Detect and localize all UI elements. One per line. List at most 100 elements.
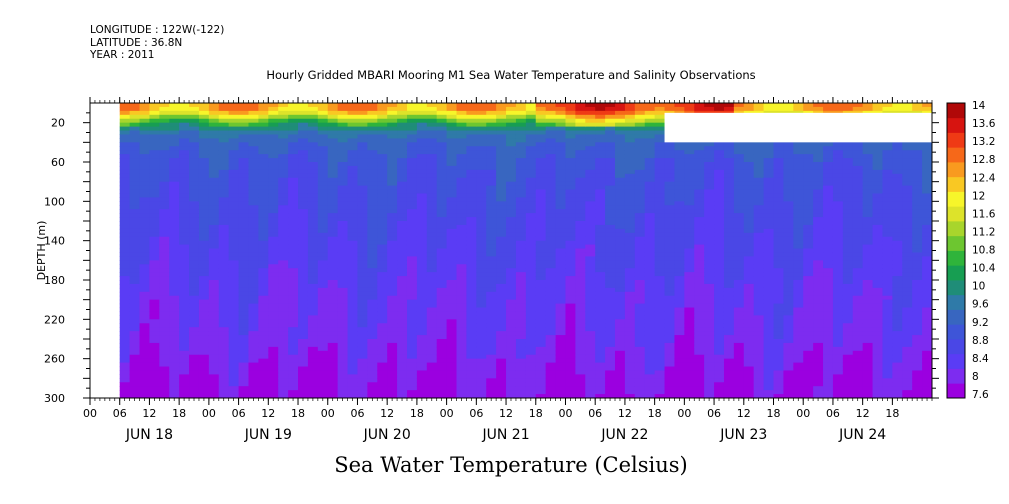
heat-cell: [317, 331, 329, 336]
heat-cell: [743, 283, 755, 289]
heat-cell: [496, 342, 507, 348]
heat-cell: [317, 114, 329, 120]
heat-cell: [129, 299, 141, 305]
heat-cell: [773, 232, 785, 238]
heat-cell: [615, 272, 626, 277]
heat-cell: [387, 106, 398, 112]
heat-cell: [189, 260, 200, 265]
heat-cell: [337, 280, 349, 285]
heat-cell: [159, 114, 170, 120]
heat-cell: [535, 354, 547, 360]
heat-cell: [496, 142, 507, 147]
heat-cell: [218, 169, 230, 175]
heat-cell: [634, 252, 646, 257]
heat-cell: [218, 256, 230, 261]
heat-cell: [486, 295, 497, 301]
heat-cell: [357, 382, 368, 387]
heat-cell: [515, 232, 527, 238]
heat-cell: [238, 394, 250, 398]
heat-cell: [515, 244, 527, 250]
heat-cell: [198, 236, 210, 242]
heat-cell: [436, 154, 448, 159]
heat-cell: [535, 260, 547, 265]
heat-cell: [149, 252, 160, 257]
heat-cell: [605, 339, 616, 344]
heat-cell: [377, 362, 388, 368]
heat-cell: [327, 382, 339, 387]
heat-cell: [723, 165, 735, 171]
heat-cell: [397, 162, 408, 167]
heat-cell: [198, 362, 210, 368]
heat-cell: [476, 268, 487, 273]
heat-cell: [278, 291, 289, 297]
heat-cell: [387, 177, 398, 183]
heat-cell: [525, 256, 537, 261]
heat-cell: [733, 295, 745, 301]
heat-cell: [169, 205, 180, 210]
heat-cell: [674, 193, 685, 198]
heat-cell: [694, 362, 705, 368]
heat-cell: [248, 134, 259, 139]
heat-cell: [327, 162, 339, 167]
heat-cell: [575, 335, 586, 340]
heat-cell: [624, 118, 636, 124]
heat-cell: [387, 264, 398, 269]
heat-cell: [535, 335, 547, 340]
heat-cell: [486, 350, 497, 356]
heat-cell: [397, 130, 408, 136]
heat-cell: [585, 240, 596, 246]
heat-cell: [743, 154, 755, 159]
heat-cell: [416, 311, 428, 316]
heat-cell: [515, 327, 527, 332]
heat-cell: [406, 287, 418, 293]
heat-cell: [189, 217, 200, 222]
heat-cell: [535, 362, 547, 368]
heat-cell: [476, 240, 487, 246]
heat-cell: [535, 272, 547, 277]
heat-cell: [367, 386, 378, 391]
heat-cell: [714, 374, 725, 379]
heat-cell: [189, 169, 200, 175]
heat-cell: [743, 181, 755, 187]
heat-cell: [763, 268, 775, 273]
heat-cell: [496, 378, 507, 383]
heat-cell: [704, 213, 715, 218]
heat-cell: [406, 295, 418, 301]
heat-cell: [585, 114, 596, 120]
heat-cell: [694, 350, 705, 356]
heat-cell: [565, 213, 576, 218]
heat-cell: [654, 173, 666, 179]
heat-cell: [218, 370, 230, 375]
heat-cell: [624, 213, 636, 218]
heat-cell: [159, 154, 170, 159]
heat-cell: [446, 335, 458, 340]
heat-cell: [565, 394, 576, 398]
heat-cell: [575, 146, 586, 151]
heat-cell: [624, 331, 636, 336]
heat-cell: [664, 169, 676, 175]
heat-cell: [327, 378, 339, 383]
heat-cell: [714, 221, 725, 226]
heat-cell: [218, 327, 230, 332]
heat-cell: [268, 307, 279, 313]
heat-cell: [565, 189, 576, 195]
heat-cell: [238, 126, 250, 132]
heat-cell: [337, 342, 349, 348]
heat-cell: [268, 228, 279, 234]
heat-cell: [644, 162, 656, 167]
heat-cell: [555, 146, 567, 151]
heat-cell: [694, 339, 705, 344]
heat-cell: [436, 158, 448, 163]
heat-cell: [288, 260, 299, 265]
heat-cell: [169, 394, 180, 398]
heat-cell: [773, 181, 785, 187]
heat-cell: [367, 126, 378, 132]
heat-cell: [387, 122, 398, 128]
heat-cell: [615, 154, 626, 159]
heat-cell: [278, 354, 289, 360]
heat-cell: [347, 150, 359, 155]
heat-cell: [644, 366, 656, 372]
heat-cell: [258, 169, 269, 175]
heat-cell: [525, 106, 537, 112]
heat-cell: [159, 248, 170, 254]
